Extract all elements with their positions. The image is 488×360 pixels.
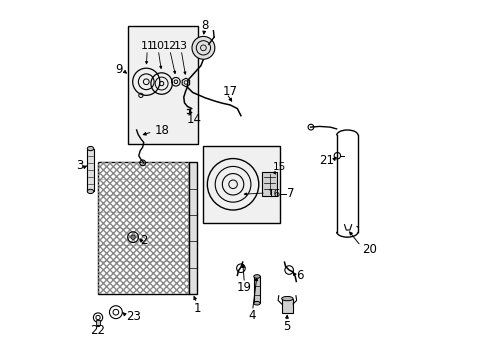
Text: 5: 5 — [283, 320, 290, 333]
Bar — [98, 162, 189, 294]
Text: 10: 10 — [151, 41, 165, 51]
Text: 21: 21 — [318, 154, 333, 167]
Text: 8: 8 — [201, 19, 208, 32]
Circle shape — [131, 235, 135, 239]
Bar — [189, 162, 197, 294]
Bar — [281, 298, 292, 313]
Bar — [262, 172, 276, 196]
Text: 20: 20 — [362, 243, 376, 256]
Bar — [203, 146, 280, 223]
Text: 15: 15 — [272, 162, 285, 172]
Ellipse shape — [87, 189, 94, 194]
Text: 13: 13 — [174, 41, 187, 51]
Text: 1: 1 — [193, 302, 201, 315]
Ellipse shape — [253, 275, 260, 278]
Bar — [87, 149, 94, 192]
Text: 23: 23 — [126, 310, 141, 323]
Circle shape — [192, 36, 214, 59]
Ellipse shape — [253, 301, 260, 305]
Text: 17: 17 — [222, 85, 237, 98]
Text: 14: 14 — [186, 113, 202, 126]
Text: 11: 11 — [140, 41, 154, 51]
Text: 18: 18 — [154, 124, 169, 137]
Text: 3: 3 — [76, 159, 84, 172]
Ellipse shape — [281, 296, 292, 301]
Text: 12: 12 — [162, 41, 176, 51]
Bar — [96, 320, 100, 325]
Text: 6: 6 — [296, 269, 303, 282]
Bar — [98, 162, 189, 294]
Text: 22: 22 — [90, 324, 105, 337]
Text: 4: 4 — [248, 309, 256, 322]
Text: 19: 19 — [237, 282, 251, 294]
Text: 16: 16 — [267, 189, 281, 199]
Text: 2: 2 — [140, 234, 147, 247]
Text: 9: 9 — [115, 63, 122, 76]
Text: 7: 7 — [286, 187, 294, 200]
Bar — [253, 276, 260, 303]
Ellipse shape — [87, 147, 94, 151]
Bar — [128, 26, 198, 144]
